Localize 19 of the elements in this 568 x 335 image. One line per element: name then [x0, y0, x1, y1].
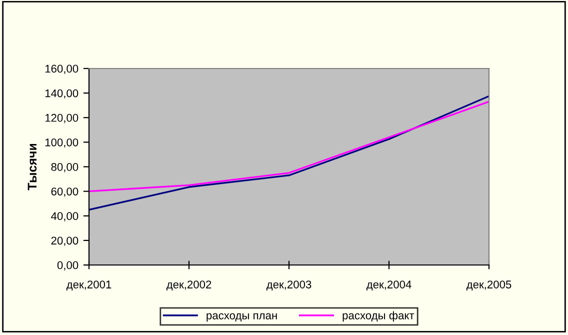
y-tick-label: 40,00: [51, 212, 78, 222]
y-tick-label: 20,00: [51, 236, 78, 246]
x-tick-label: дек,2001: [66, 280, 112, 291]
y-tick-label: 120,00: [45, 114, 78, 124]
legend-label: расходы факт: [342, 311, 414, 322]
line-series: [89, 100, 489, 192]
y-tick-label: 140,00: [45, 89, 78, 99]
y-tick-label: 0,00: [57, 261, 78, 270]
line-series: [89, 95, 489, 211]
y-tick-label: 160,00: [45, 64, 78, 74]
x-tick-label: дек,2003: [266, 280, 312, 291]
y-tick-label: 100,00: [45, 138, 78, 148]
y-tick-label: 80,00: [51, 163, 78, 172]
y-axis-title: Тысячи: [28, 144, 37, 190]
x-tick-label: дек,2005: [466, 280, 512, 291]
x-tick-label: дек,2004: [366, 280, 412, 291]
x-tick-label: дек,2002: [166, 280, 212, 291]
y-tick-label: 60,00: [51, 188, 78, 197]
legend-label: расходы план: [206, 313, 277, 322]
